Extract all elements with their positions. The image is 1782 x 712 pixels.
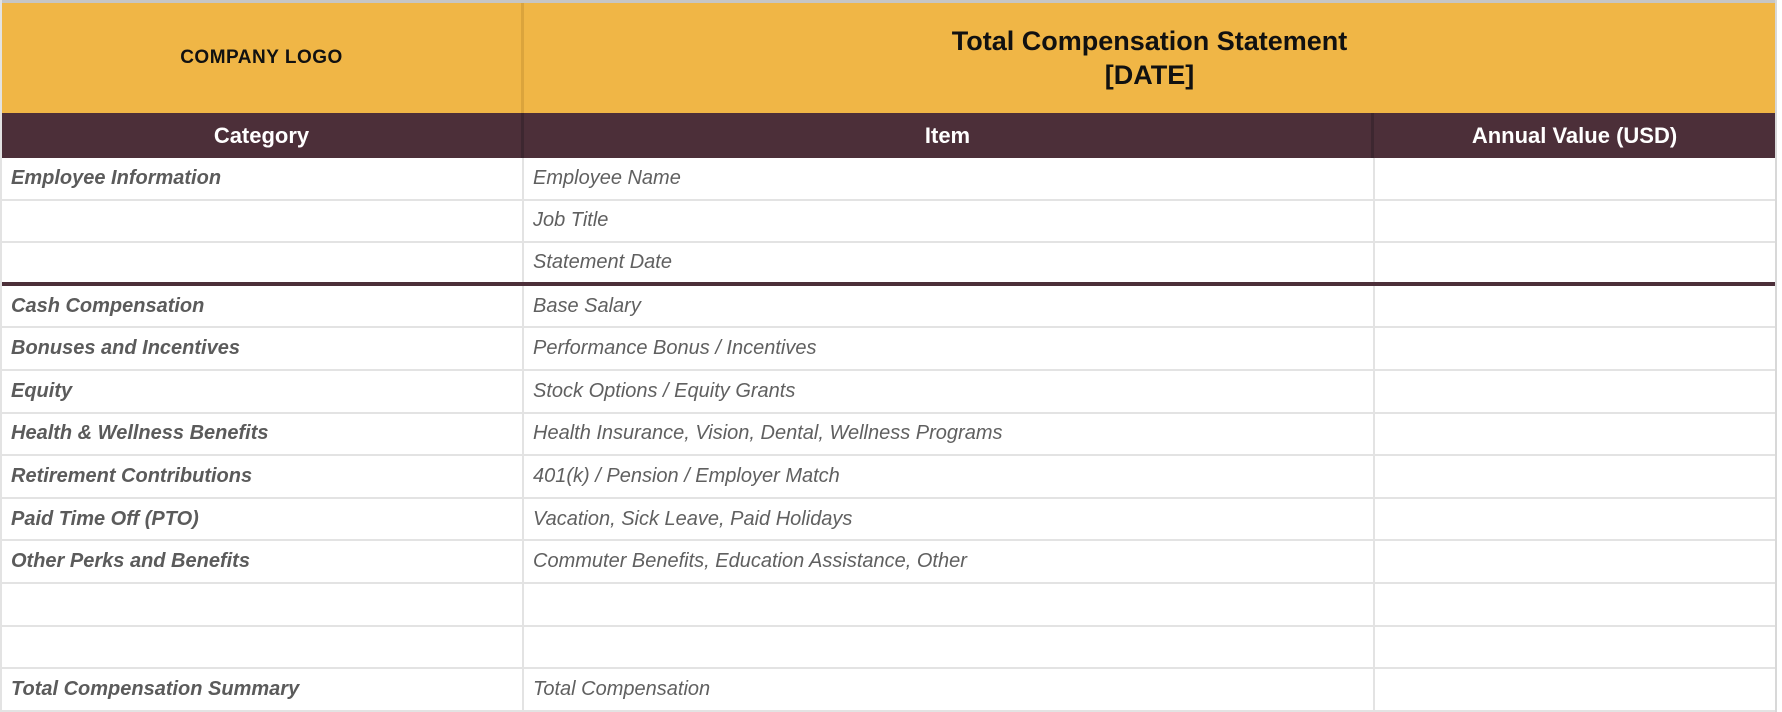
value-cell[interactable] (1375, 584, 1775, 625)
item-cell[interactable]: Commuter Benefits, Education Assistance,… (524, 541, 1375, 583)
column-header-row: Category Item Annual Value (USD) (2, 113, 1775, 158)
category-cell[interactable] (2, 200, 524, 242)
company-logo-cell[interactable]: COMPANY LOGO (2, 3, 524, 113)
column-header-item[interactable]: Item (524, 113, 1374, 158)
item-cell[interactable] (524, 626, 1375, 668)
company-logo-placeholder: COMPANY LOGO (180, 47, 343, 68)
category-cell[interactable]: Total Compensation Summary (2, 669, 524, 710)
column-header-annual-value[interactable]: Annual Value (USD) (1471, 122, 1678, 148)
table-row-total-compensation-summary: Total Compensation Summary Total Compens… (2, 669, 1775, 712)
value-cell[interactable] (1375, 243, 1775, 282)
item-cell[interactable]: Total Compensation (524, 669, 1375, 710)
column-header-category[interactable]: Category (2, 113, 524, 158)
value-cell[interactable] (1375, 499, 1775, 540)
statement-title-cell[interactable]: Total Compensation Statement [DATE] (524, 3, 1775, 113)
table-row-other-perks-and-benefits: Other Perks and Benefits Commuter Benefi… (2, 541, 1775, 585)
item-cell[interactable] (524, 584, 1375, 625)
statement-date-placeholder: [DATE] (1104, 60, 1195, 90)
category-cell[interactable]: Retirement Contributions (2, 456, 524, 497)
category-cell[interactable] (2, 584, 524, 625)
table-row-equity: Equity Stock Options / Equity Grants (2, 371, 1775, 414)
table-row-employee-information: Employee Information Employee Name (2, 158, 1775, 201)
item-cell[interactable]: Employee Name (524, 158, 1375, 199)
table-row-retirement-contributions: Retirement Contributions 401(k) / Pensio… (2, 456, 1775, 499)
table-body: Employee Information Employee Name Job T… (2, 158, 1775, 712)
value-cell[interactable] (1375, 669, 1775, 710)
table-row-job-title: Job Title (2, 200, 1775, 244)
statement-title: Total Compensation Statement (951, 26, 1348, 56)
category-cell[interactable]: Employee Information (2, 158, 524, 199)
category-cell[interactable]: Bonuses and Incentives (2, 328, 524, 370)
table-row-empty (2, 626, 1775, 670)
item-cell[interactable]: 401(k) / Pension / Employer Match (524, 456, 1375, 497)
item-cell[interactable]: Base Salary (524, 285, 1375, 327)
value-cell[interactable] (1375, 328, 1775, 369)
value-cell[interactable] (1375, 414, 1775, 455)
item-cell[interactable]: Health Insurance, Vision, Dental, Wellne… (524, 413, 1375, 455)
table-row-empty (2, 584, 1775, 627)
item-cell[interactable]: Vacation, Sick Leave, Paid Holidays (524, 498, 1375, 540)
banner-row: COMPANY LOGO Total Compensation Statemen… (2, 3, 1775, 113)
value-cell[interactable] (1375, 371, 1775, 412)
table-row-health-wellness-benefits: Health & Wellness Benefits Health Insura… (2, 413, 1775, 457)
item-cell[interactable]: Stock Options / Equity Grants (524, 371, 1375, 412)
item-cell[interactable]: Job Title (524, 200, 1375, 242)
category-cell[interactable]: Equity (2, 371, 524, 412)
item-cell[interactable]: Performance Bonus / Incentives (524, 328, 1375, 370)
category-cell[interactable]: Paid Time Off (PTO) (2, 498, 524, 540)
table-row-bonuses-and-incentives: Bonuses and Incentives Performance Bonus… (2, 328, 1775, 372)
category-cell[interactable] (2, 243, 524, 282)
table-row-statement-date: Statement Date (2, 243, 1775, 286)
category-cell[interactable]: Health & Wellness Benefits (2, 413, 524, 455)
category-cell[interactable] (2, 626, 524, 668)
value-cell[interactable] (1375, 286, 1775, 327)
category-cell[interactable]: Cash Compensation (2, 285, 524, 327)
value-cell[interactable] (1375, 201, 1775, 242)
value-cell[interactable] (1375, 627, 1775, 668)
top-gridline (2, 0, 1775, 3)
item-cell[interactable]: Statement Date (524, 243, 1375, 282)
table-row-paid-time-off: Paid Time Off (PTO) Vacation, Sick Leave… (2, 498, 1775, 542)
value-cell[interactable] (1375, 158, 1775, 199)
table-row-cash-compensation: Cash Compensation Base Salary (2, 285, 1775, 329)
value-cell[interactable] (1375, 456, 1775, 497)
category-cell[interactable]: Other Perks and Benefits (2, 541, 524, 583)
value-cell[interactable] (1375, 541, 1775, 582)
